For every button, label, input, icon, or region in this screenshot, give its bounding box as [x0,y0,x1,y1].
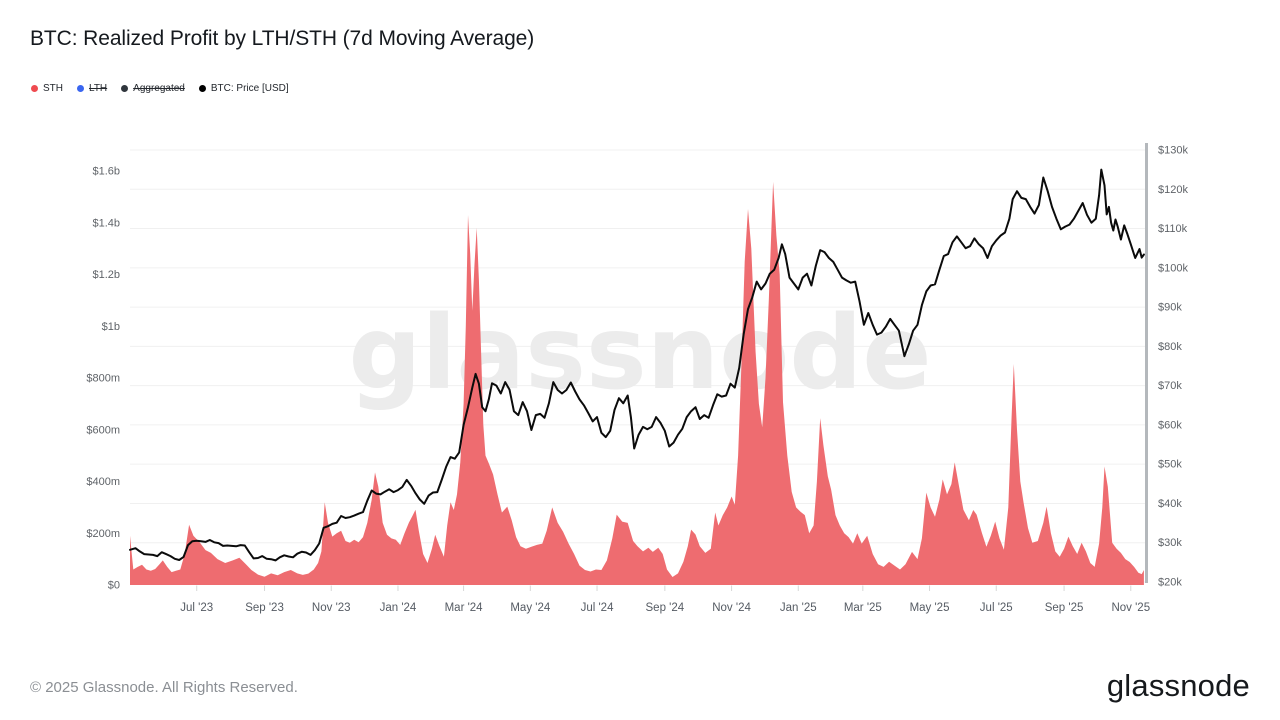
x-axis-label: May '25 [910,602,950,614]
legend-item-btc-price-usd[interactable]: BTC: Price [USD] [198,82,289,94]
sth-area-series [130,181,1144,585]
y-axis-right-label: $40k [1158,498,1182,510]
y-axis-right-label: $60k [1158,419,1182,431]
x-axis-label: Jan '24 [380,602,417,614]
y-axis-left-label: $0 [108,580,120,592]
x-axis-tickmarks [196,585,1132,591]
y-axis-right-label: $90k [1158,302,1182,314]
x-axis-label: Sep '24 [646,602,685,614]
y-axis-left-labels: $0 $200m $400m $600m $800m $1b $1.2b $1.4b $1.6b [86,166,120,592]
y-axis-right-labels: $20k $30k $40k $50k $60k $70k $80k $90k $100k $11… [1158,145,1188,589]
y-axis-left-label: $800m [86,373,120,385]
legend-series-dot [77,84,84,92]
btc-price-line [129,168,1145,562]
x-axis-label: Sep '25 [1045,602,1084,614]
y-axis-left-label: $1.4b [92,217,120,229]
y-axis-left-label: $400m [86,476,120,488]
x-axis-label: Jul '23 [180,602,213,614]
legend-series-label: BTC: Price [USD] [210,82,289,94]
legend-series-dot [31,84,38,92]
y-axis-right-label: $20k [1158,577,1182,589]
x-axis-label: Jul '24 [581,602,614,614]
legend-item-sth[interactable]: STH [31,83,63,94]
x-axis-label: Nov '24 [712,602,751,614]
legend-series-dot [198,84,206,92]
copyright-text: © 2025 Glassnode. All Rights Reserved. [30,679,298,696]
x-axis-label: Mar '24 [445,602,484,614]
legend-series-label: STH [43,82,63,94]
legend-item-lth[interactable]: LTH [77,83,107,94]
x-axis-label: Mar '25 [844,602,882,614]
legend-series-dot [121,84,129,92]
y-axis-right-label: $80k [1158,341,1182,353]
y-axis-left-label: $1.2b [92,269,120,281]
x-axis-label: Nov '23 [312,602,351,614]
legend-series-label: Aggregated [133,82,185,94]
x-axis-label: Nov '25 [1111,602,1150,614]
legend-item-aggregated[interactable]: Aggregated [121,83,185,94]
x-axis-label: Jan '25 [780,602,817,614]
y-axis-right-label: $70k [1158,380,1182,392]
right-axis-scrollbar[interactable] [1145,143,1148,583]
y-axis-left-label: $1b [102,321,120,333]
y-axis-right-label: $120k [1158,184,1188,196]
x-axis-label: Jul '25 [980,602,1013,614]
y-axis-left-label: $1.6b [92,166,120,178]
x-axis-label: May '24 [510,602,551,614]
x-axis-labels: Jul '23 Sep '23 Nov '23 Jan '24 Mar '24 May '… [180,602,1150,614]
legend-series-label: LTH [89,82,108,94]
y-axis-right-label: $100k [1158,262,1188,274]
y-axis-right-label: $30k [1158,537,1182,549]
page-title: BTC: Realized Profit by LTH/STH (7d Movi… [30,27,535,50]
glassnode-logo: glassnode [1106,668,1250,703]
legend: STH LTH Aggregated BTC: Price [USD] [31,80,289,96]
y-axis-right-label: $110k [1158,223,1188,235]
y-axis-right-label: $50k [1158,459,1182,471]
y-axis-right-label: $130k [1158,145,1188,157]
glassnode-watermark: glassnode [348,294,931,413]
y-axis-left-label: $200m [86,528,120,540]
y-axis-left-label: $600m [86,424,120,436]
x-axis-label: Sep '23 [245,602,284,614]
